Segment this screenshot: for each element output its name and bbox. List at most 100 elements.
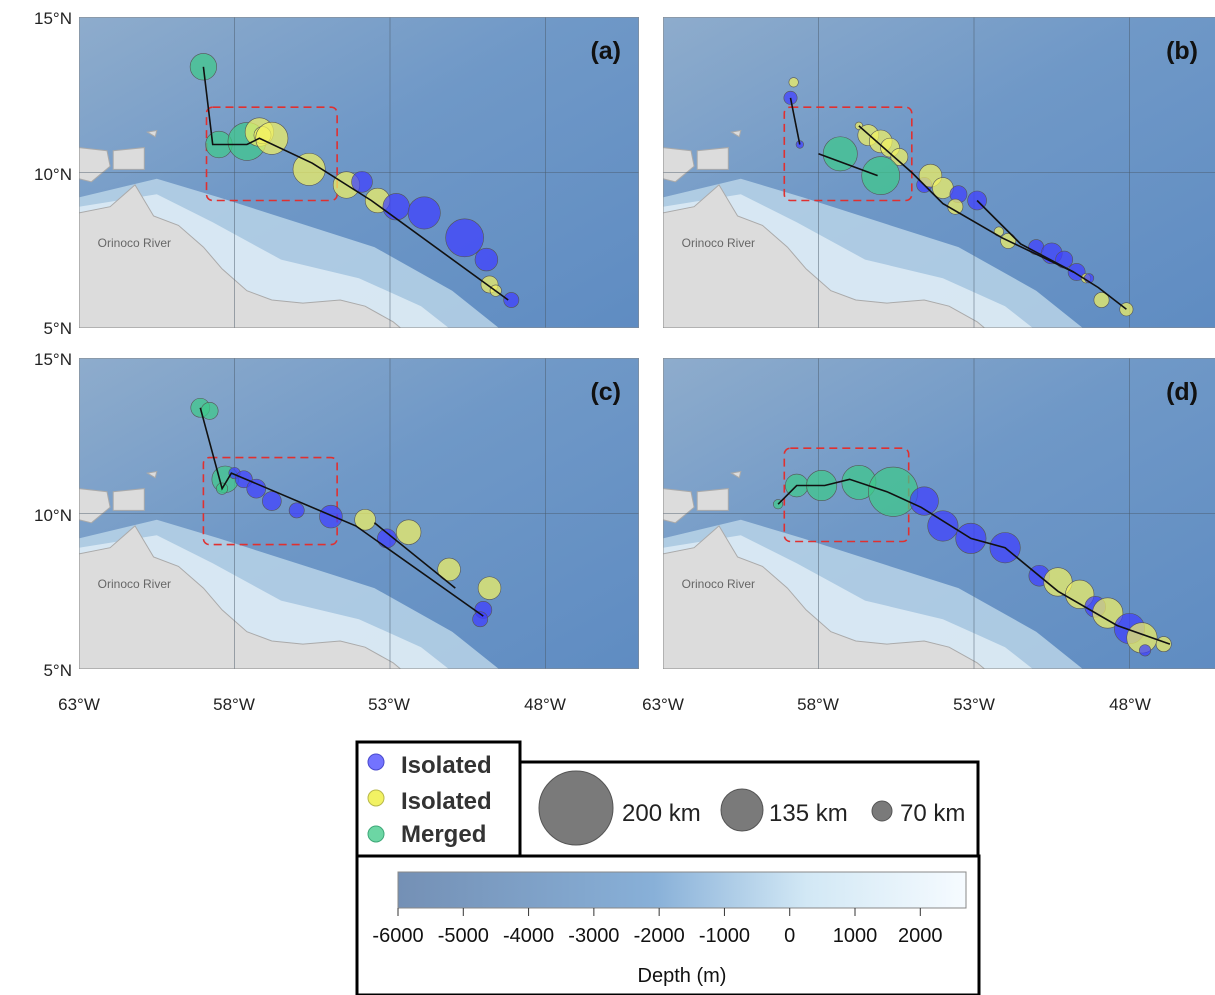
legend-merged-label: Merged [401, 821, 486, 848]
lat-tick-15: 15°N [34, 350, 72, 369]
venezuela-coast [79, 147, 111, 183]
eddy-isolated-blue [472, 611, 489, 628]
lon-axis-right: 63°W 58°W 53°W 48°W [642, 695, 1151, 714]
eddy-merged [189, 53, 217, 81]
eddy-isolated-blue [1139, 644, 1152, 657]
eddy-isolated-yellow [292, 152, 326, 186]
legend-isolated-blue-swatch [367, 753, 385, 771]
eddy-track [199, 407, 484, 617]
colorbar: -6000 -5000 -4000 -3000 -2000 -1000 0 1000 2000 … [355, 854, 981, 995]
eddy-isolated-blue [783, 90, 798, 105]
colorbar-tick-label: -1000 [699, 925, 750, 947]
tobago [145, 129, 158, 138]
eddy-track [818, 153, 878, 177]
size-200-circle [538, 770, 614, 846]
lon-tick-63: 63°W [58, 695, 100, 714]
lon-axis-left: 63°W 58°W 53°W 48°W [58, 695, 566, 714]
eddy-isolated-yellow [1092, 597, 1124, 629]
eddy-track [858, 125, 1127, 310]
eddy-merged [822, 136, 858, 172]
eddy-isolated-blue [407, 196, 441, 230]
eddy-track [976, 199, 1074, 273]
colorbar-title: Depth (m) [638, 965, 727, 987]
land [79, 184, 402, 328]
legend-isolated-yellow-label: Isolated [401, 788, 492, 815]
colorbar-ticks: -6000 -5000 -4000 -3000 -2000 -1000 0 1000 2000 [372, 908, 943, 947]
panel-c: Orinoco River [79, 358, 639, 669]
eddy-isolated-blue [474, 247, 499, 272]
colorbar-tick-label: 0 [784, 925, 795, 947]
region-box [205, 106, 338, 202]
legend-merged-swatch [367, 825, 385, 843]
lat-tick-5: 5°N [43, 661, 72, 680]
colorbar-tick-label: -3000 [568, 925, 619, 947]
eddy-track [373, 522, 456, 589]
eddy-isolated-blue [319, 504, 343, 529]
river-label: Orinoco River [98, 236, 171, 250]
eddy-isolated-blue [927, 510, 959, 542]
venezuela-coast [663, 488, 695, 524]
trinidad [696, 488, 729, 511]
panel-label: (a) [590, 37, 621, 65]
size-135-label: 135 km [769, 800, 848, 827]
legend-type: Isolated Isolated Merged [355, 740, 522, 858]
eddy-isolated-yellow [477, 576, 502, 600]
venezuela-coast [663, 147, 695, 183]
eddy-merged [200, 402, 219, 420]
legend-sizes: 200 km 135 km 70 km [518, 760, 980, 858]
lat-axis-bottom: 15°N 10°N 5°N [34, 350, 72, 680]
eddy-isolated-yellow [890, 148, 909, 166]
tobago [729, 129, 742, 138]
colorbar-tick-label: -2000 [634, 925, 685, 947]
colorbar-gradient [397, 871, 967, 909]
eddy-isolated-yellow [354, 508, 376, 531]
size-200-label: 200 km [622, 800, 701, 827]
eddy-merged [868, 466, 919, 517]
tobago [145, 470, 158, 479]
lat-axis-top: 15°N 10°N 5°N [34, 9, 72, 338]
colorbar-tick-label: 2000 [898, 925, 943, 947]
lat-tick-10: 10°N [34, 165, 72, 184]
lon-tick-58: 58°W [213, 695, 255, 714]
eddy-isolated-blue [288, 502, 305, 519]
legend-isolated-blue-label: Isolated [401, 752, 492, 779]
size-70-label: 70 km [900, 800, 965, 827]
trinidad [696, 147, 729, 170]
lat-tick-10: 10°N [34, 506, 72, 525]
colorbar-tick-label: -4000 [503, 925, 554, 947]
eddy-track [202, 66, 509, 301]
legend-isolated-yellow-swatch [367, 789, 385, 807]
land [663, 525, 986, 669]
eddy-track [789, 97, 801, 145]
size-70-circle [871, 800, 893, 822]
eddy-isolated-yellow [396, 519, 422, 545]
eddy-isolated-blue [503, 292, 520, 308]
panel-label: (d) [1166, 378, 1198, 406]
trinidad [112, 488, 145, 511]
eddy-isolated-blue [262, 491, 282, 511]
eddy-isolated-blue [909, 486, 939, 516]
region-box [783, 106, 913, 202]
lon-tick-48: 48°W [1109, 695, 1151, 714]
eddy-isolated-blue [246, 478, 267, 499]
land [663, 184, 986, 328]
lon-tick-63: 63°W [642, 695, 684, 714]
eddy-isolated-blue [445, 218, 484, 258]
colorbar-tick-label: -5000 [438, 925, 489, 947]
eddy-isolated-blue [351, 171, 373, 193]
river-label: Orinoco River [682, 577, 755, 591]
region-box [202, 456, 338, 546]
eddy-isolated-yellow [947, 198, 964, 215]
lat-tick-15: 15°N [34, 9, 72, 28]
eddy-isolated-yellow [255, 121, 289, 155]
eddy-isolated-yellow [788, 77, 799, 88]
size-135-circle [720, 788, 764, 832]
eddy-isolated-yellow [437, 557, 461, 582]
colorbar-tick-label: 1000 [833, 925, 878, 947]
eddy-merged [861, 156, 901, 195]
lon-tick-48: 48°W [524, 695, 566, 714]
lon-tick-53: 53°W [953, 695, 995, 714]
eddy-track [777, 478, 1171, 645]
lon-tick-53: 53°W [368, 695, 410, 714]
land [79, 525, 402, 669]
